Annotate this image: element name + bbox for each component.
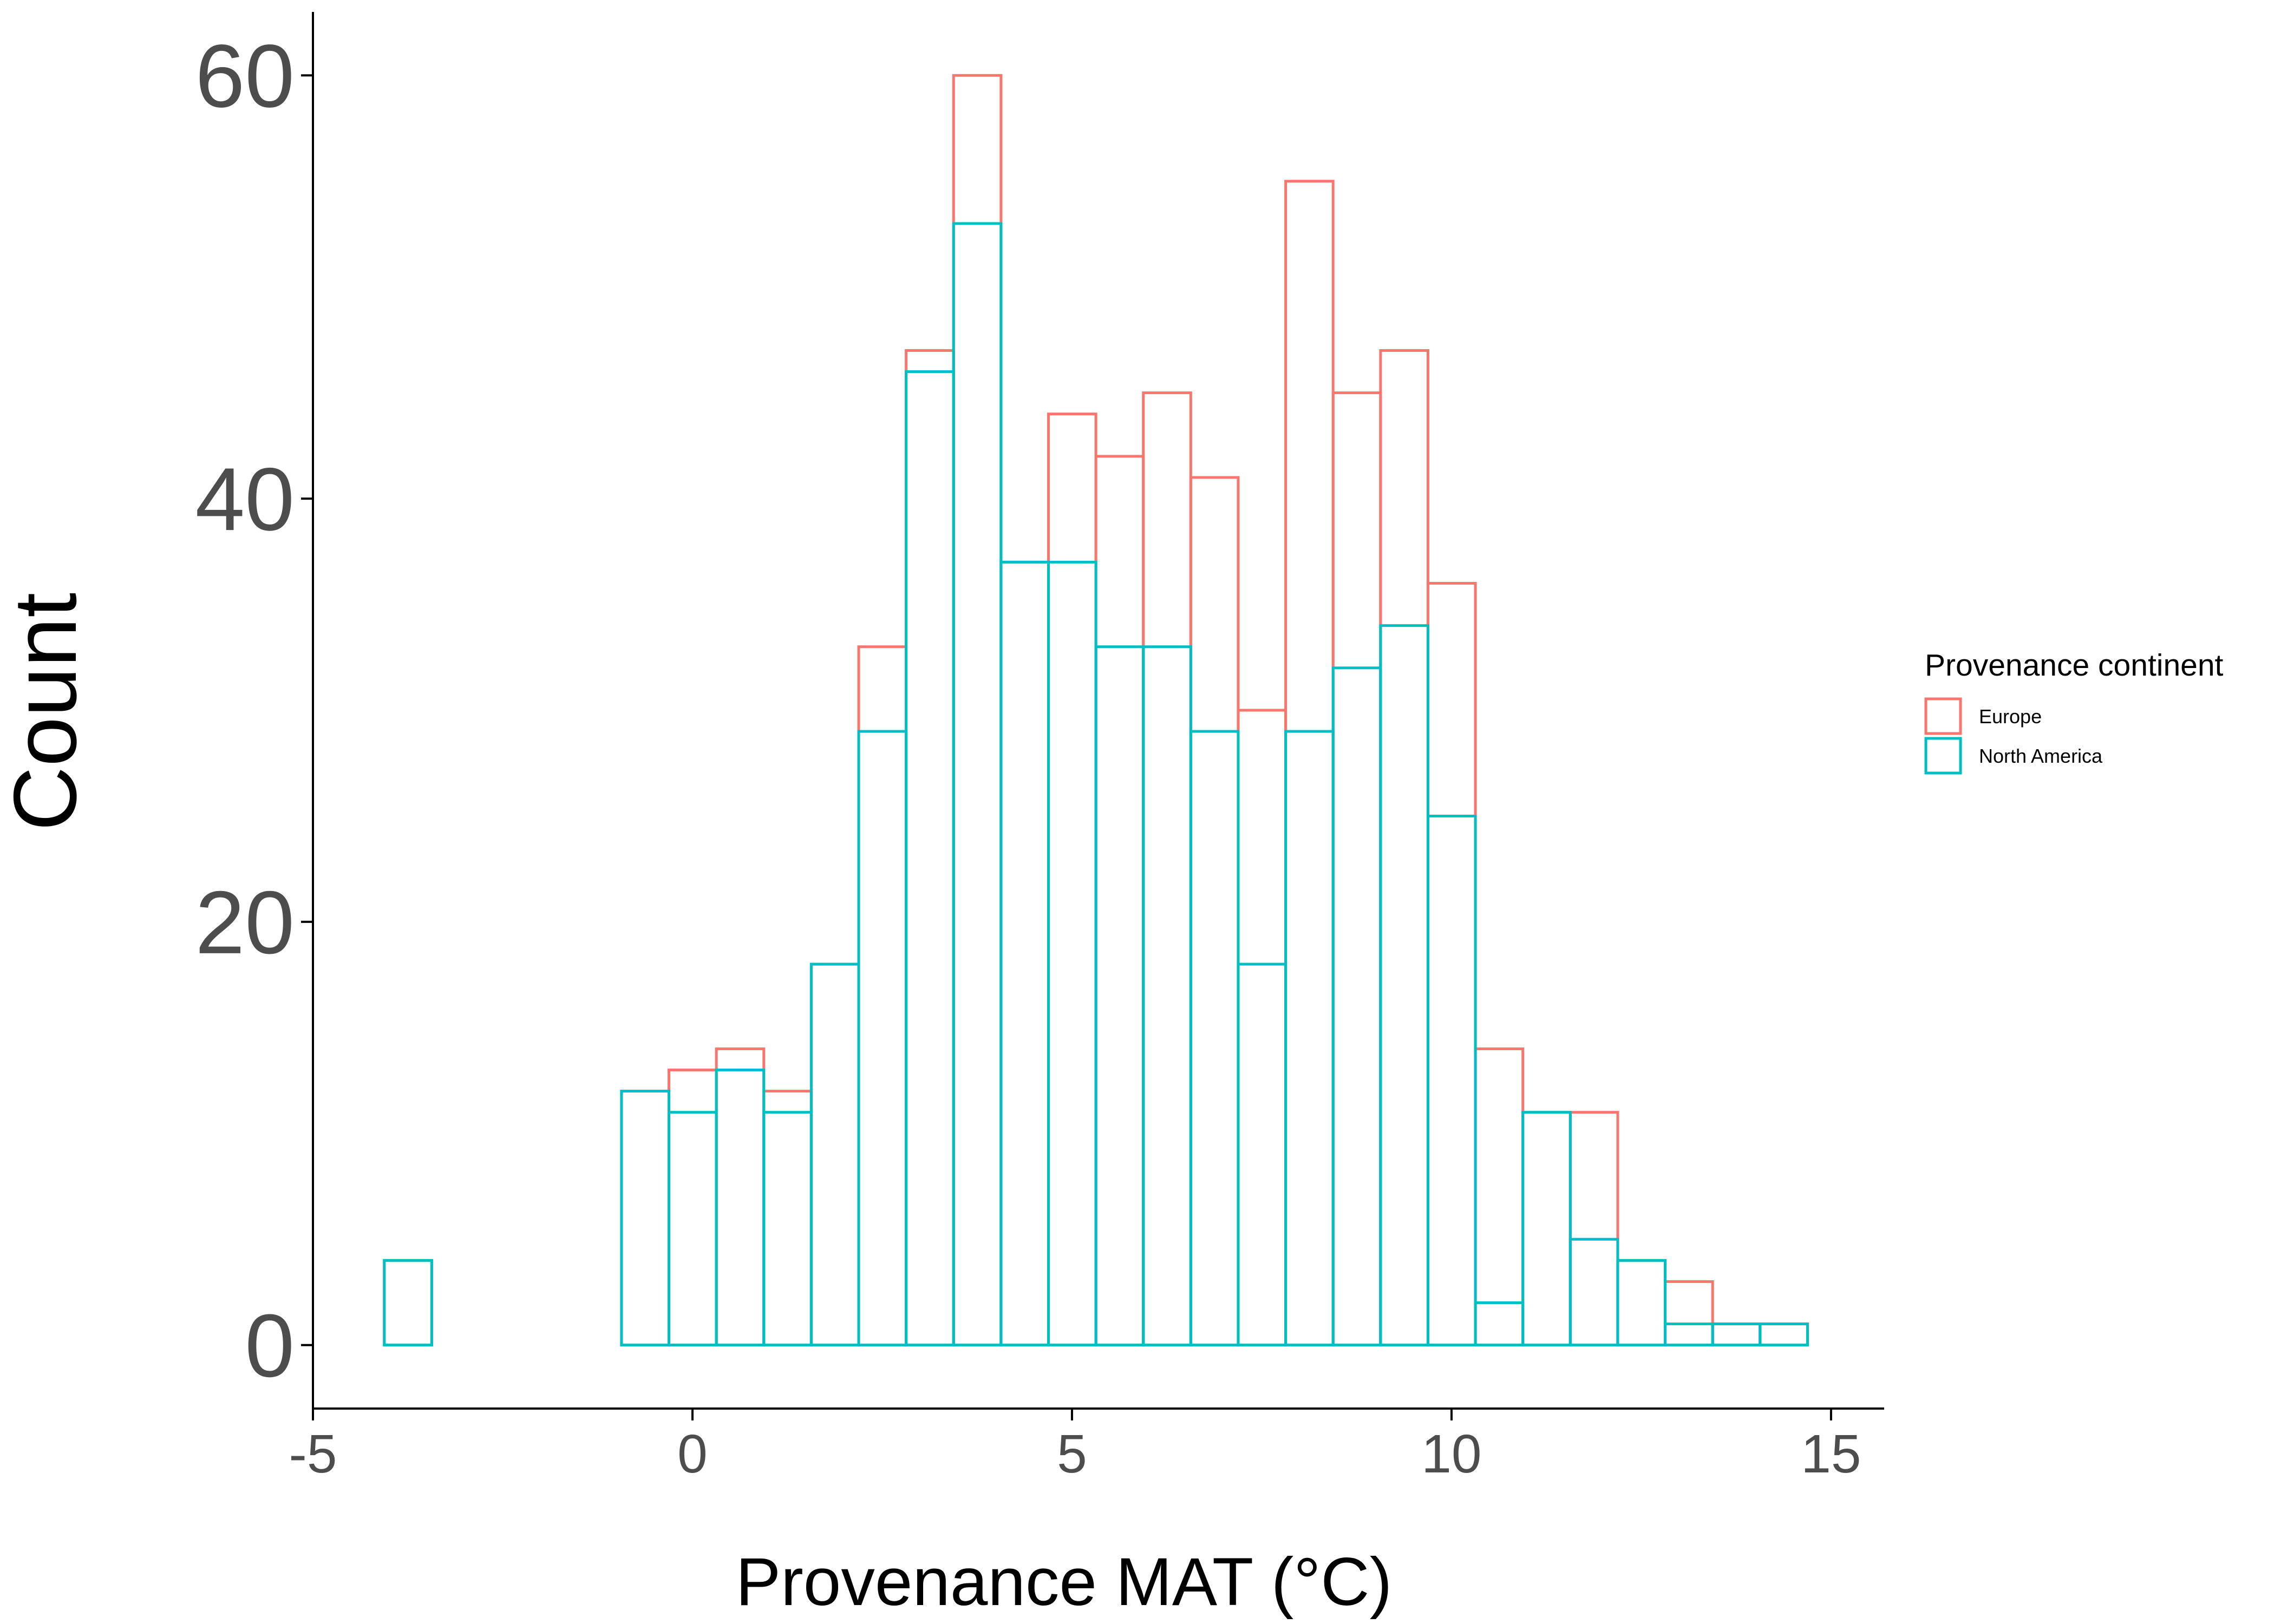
europe-bar-21 <box>1379 349 1429 1347</box>
north-america-bar-12 <box>952 222 1003 1347</box>
north-america-bar-21 <box>1379 624 1429 1347</box>
north-america-bar-0 <box>383 1259 433 1347</box>
europe-bar-9 <box>809 962 860 1347</box>
europe-bar-22 <box>1426 581 1477 1347</box>
europe-bar-19 <box>1284 180 1335 1347</box>
europe-bar-28 <box>1711 1322 1762 1347</box>
europe-bar-10 <box>857 645 908 1347</box>
north-america-bar-7 <box>715 1069 766 1347</box>
europe-bar-7 <box>715 1047 766 1347</box>
europe-bar-17 <box>1189 476 1240 1347</box>
europe-bar-26 <box>1616 1259 1667 1347</box>
europe-bar-25 <box>1569 1111 1619 1347</box>
north-america-bar-25 <box>1569 1237 1619 1347</box>
north-america-bar-9 <box>809 962 860 1347</box>
north-america-bar-27 <box>1664 1322 1714 1347</box>
europe-bar-0 <box>383 1259 433 1347</box>
north-america-bar-15 <box>1094 645 1145 1347</box>
x-tick-label: 5 <box>1057 1424 1087 1484</box>
north-america-bar-17 <box>1189 730 1240 1347</box>
y-tick-label: 0 <box>245 1296 295 1396</box>
legend-key-europe <box>1924 697 1962 735</box>
europe-bar-24 <box>1521 1111 1572 1347</box>
x-tick-label: 10 <box>1421 1424 1481 1484</box>
x-tick-label: 15 <box>1801 1424 1861 1484</box>
x-tick-label: 0 <box>677 1424 708 1484</box>
north-america-bars <box>383 222 1809 1347</box>
europe-bar-11 <box>905 349 955 1347</box>
north-america-bar-24 <box>1521 1111 1572 1347</box>
x-tick-label: -5 <box>289 1424 337 1484</box>
europe-bar-20 <box>1331 391 1382 1347</box>
europe-bar-8 <box>762 1090 813 1347</box>
north-america-bar-6 <box>668 1111 718 1347</box>
north-america-bar-13 <box>999 560 1050 1347</box>
y-tick-label: 60 <box>195 26 295 126</box>
north-america-bar-8 <box>762 1111 813 1347</box>
north-america-bar-22 <box>1426 814 1477 1347</box>
north-america-bar-5 <box>620 1090 671 1347</box>
legend-label-north-america: North America <box>1979 745 2103 767</box>
north-america-bar-28 <box>1711 1322 1762 1347</box>
north-america-bar-29 <box>1759 1322 1809 1347</box>
europe-bar-27 <box>1664 1280 1714 1347</box>
north-america-bar-19 <box>1284 730 1335 1347</box>
legend-key-north-america <box>1924 737 1962 775</box>
north-america-bar-18 <box>1237 962 1288 1347</box>
europe-bar-14 <box>1047 412 1097 1347</box>
y-axis-title: Count <box>0 593 95 831</box>
north-america-bar-23 <box>1474 1301 1525 1347</box>
legend-label-europe: Europe <box>1979 705 2042 728</box>
north-america-bar-11 <box>905 370 955 1347</box>
north-america-bar-20 <box>1331 666 1382 1347</box>
europe-bar-16 <box>1142 391 1192 1347</box>
y-axis-ticks: 0 20 40 60 <box>195 26 313 1396</box>
north-america-bar-26 <box>1616 1259 1667 1347</box>
north-america-bar-14 <box>1047 560 1097 1347</box>
x-axis-title: Provenance MAT (°C) <box>736 1544 1392 1620</box>
europe-bar-23 <box>1474 1047 1525 1347</box>
north-america-bar-16 <box>1142 645 1192 1347</box>
y-tick-label: 20 <box>195 873 295 972</box>
europe-bar-5 <box>620 1090 671 1347</box>
x-axis-ticks: -5 0 5 10 15 <box>289 1409 1861 1484</box>
europe-bar-15 <box>1094 455 1145 1347</box>
europe-bar-18 <box>1237 709 1288 1347</box>
y-tick-label: 40 <box>195 449 295 549</box>
legend: Provenance continent Europe North Americ… <box>1924 648 2224 775</box>
europe-bar-13 <box>999 560 1050 1347</box>
north-america-bar-10 <box>857 730 908 1347</box>
europe-bar-29 <box>1759 1322 1809 1347</box>
europe-bar-12 <box>952 74 1003 1347</box>
legend-title: Provenance continent <box>1925 648 2224 683</box>
